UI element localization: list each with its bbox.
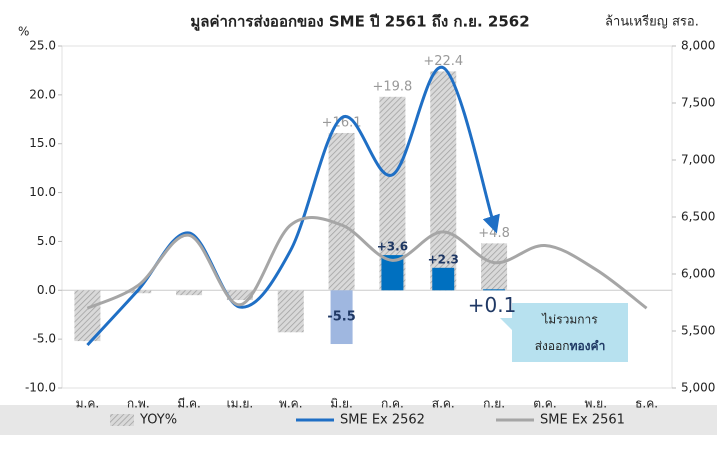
annotation-text: ไม่รวมการ <box>541 313 598 327</box>
y2-tick-label: 6,500 <box>681 210 715 224</box>
legend-label: SME Ex 2561 <box>540 413 625 428</box>
x-tick-label: ก.พ. <box>127 397 150 411</box>
x-tick-label: ก.ย. <box>483 397 505 411</box>
y-tick-label: 15.0 <box>29 136 56 150</box>
x-tick-label: มี.ค. <box>177 397 201 411</box>
bar <box>226 290 253 301</box>
bar <box>483 289 506 291</box>
y-tick-label: 10.0 <box>29 185 56 199</box>
y-tick-label: 20.0 <box>29 87 56 101</box>
legend-label: SME Ex 2562 <box>340 413 425 428</box>
x-tick-label: เม.ย. <box>227 397 254 411</box>
annotation-text: ส่งออก <box>535 339 570 353</box>
y2-tick-label: 6,000 <box>681 267 715 281</box>
x-tick-label: พ.ค. <box>279 397 303 411</box>
x-tick-label: ธ.ค. <box>635 397 658 411</box>
legend-label: YOY% <box>139 413 177 428</box>
y-tick-label: -5.0 <box>33 332 56 346</box>
x-tick-label: มิ.ย. <box>330 397 353 411</box>
y2-axis-label: ล้านเหรียญ สรอ. <box>605 14 699 30</box>
y-tick-label: 25.0 <box>29 39 56 53</box>
value-label: +22.4 <box>423 54 463 69</box>
y2-tick-label: 7,000 <box>681 153 715 167</box>
value-label: +19.8 <box>372 79 412 94</box>
y2-tick-label: 8,000 <box>681 39 715 53</box>
y2-tick-label: 5,000 <box>681 381 715 395</box>
value-label: +0.1 <box>468 293 517 317</box>
value-label: -5.5 <box>327 310 355 325</box>
x-tick-label: ส.ค. <box>432 397 455 411</box>
y-tick-label: 5.0 <box>37 234 56 248</box>
bar <box>430 71 457 291</box>
annotation-bold: ทองคำ <box>570 339 606 353</box>
bar <box>74 290 101 342</box>
bar <box>381 255 404 291</box>
annotation-text: ส่งออกทองคำ <box>535 339 606 353</box>
annotation: ไม่รวมการ ส่งออกทองคำ <box>500 303 628 362</box>
value-label: +4.8 <box>478 226 510 241</box>
bar <box>330 290 353 345</box>
y-tick-label: 0.0 <box>37 283 56 297</box>
x-tick-label: พ.ย. <box>584 397 607 411</box>
chart-title: มูลค่าการส่งออกของ SME ปี 2561 ถึง ก.ย. … <box>190 13 529 32</box>
bar <box>176 290 203 296</box>
legend-swatch <box>110 414 134 426</box>
bar <box>277 290 304 333</box>
x-tick-label: ต.ค. <box>533 397 556 411</box>
y-tick-label: -10.0 <box>25 381 56 395</box>
line <box>86 216 648 310</box>
y-axis-label: % <box>18 25 29 39</box>
bar <box>328 132 355 291</box>
value-label: +3.6 <box>377 240 408 254</box>
value-label: +2.3 <box>428 252 459 266</box>
y2-tick-label: 7,500 <box>681 96 715 110</box>
bar <box>432 267 455 291</box>
bar <box>481 243 508 291</box>
x-tick-label: ก.ค. <box>381 397 404 411</box>
x-tick-label: ม.ค. <box>76 397 100 411</box>
y2-tick-label: 5,500 <box>681 324 715 338</box>
